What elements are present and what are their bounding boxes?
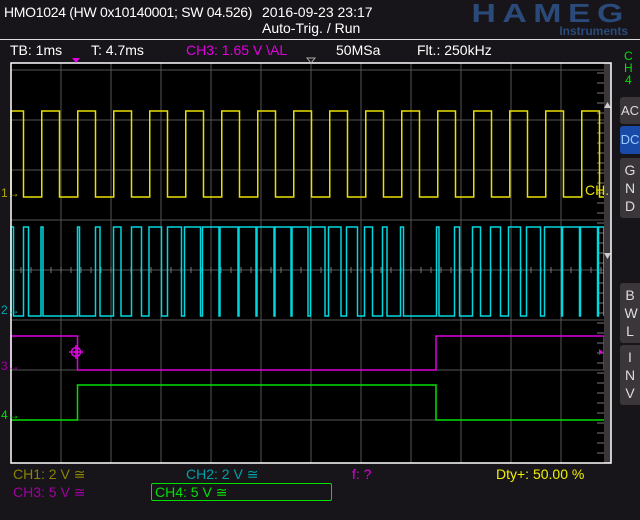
ch4-marker-label: 4 — [1, 408, 8, 422]
side-channel-label: C H 4 — [624, 50, 633, 86]
device-info: HMO1024 (HW 0x10140001; SW 04.526) — [4, 4, 253, 20]
filter[interactable]: Flt.: 250kHz — [417, 42, 492, 58]
ch2-scale[interactable]: CH2: 2 V ≅ — [186, 466, 259, 482]
center-marker — [305, 57, 317, 64]
bandwidth-limit-button[interactable]: BWL — [620, 283, 640, 343]
scroll-up-icon[interactable] — [604, 102, 611, 108]
gnd-button[interactable]: GND — [620, 158, 640, 218]
trigger-time[interactable]: T: 4.7ms — [91, 42, 144, 58]
datetime: 2016-09-23 23:17 — [262, 4, 373, 20]
ch1-marker-label: 1 — [1, 186, 8, 200]
ch3-trace — [10, 335, 605, 371]
trigger-mode: Auto-Trig. / Run — [262, 20, 361, 36]
ac-coupling-button[interactable]: AC — [620, 97, 640, 124]
ch4-marker[interactable]: 4→ — [1, 408, 20, 422]
ch2-trace — [10, 226, 605, 317]
ch3-marker[interactable]: 3→ — [1, 359, 20, 373]
ch1-marker[interactable]: 1→ — [1, 186, 20, 200]
invert-button[interactable]: INV — [620, 345, 640, 405]
frequency-readout: f: ? — [352, 466, 372, 482]
dc-label: DC — [620, 132, 640, 147]
logo-subtext: Instruments — [559, 24, 628, 38]
timebase[interactable]: TB: 1ms — [10, 42, 63, 58]
ch1-trace — [10, 110, 604, 198]
ch1-scale[interactable]: CH1: 2 V ≅ — [13, 466, 86, 482]
ch2-marker-label: 2 — [1, 303, 8, 317]
duty-readout: Dty+: 50.00 % — [496, 466, 585, 482]
header-divider — [0, 39, 640, 40]
gnd-label: GND — [624, 162, 636, 214]
trigger-level-marker[interactable] — [599, 349, 603, 355]
ch4-scale-selected[interactable]: CH4: 5 V ≅ — [151, 483, 332, 501]
ac-label: AC — [620, 103, 640, 118]
ch3-scale[interactable]: CH3: 5 V ≅ — [13, 484, 86, 500]
scrollbar[interactable] — [604, 63, 611, 463]
trigger-info[interactable]: CH3: 1.65 V \AL — [186, 42, 288, 58]
inv-label: INV — [624, 349, 636, 401]
hameg-logo: HAMEG Instruments — [440, 0, 630, 38]
sample-rate: 50MSa — [336, 42, 381, 58]
ch4-trace — [11, 384, 604, 421]
trigger-position-marker[interactable] — [72, 58, 80, 63]
side-channel-char: H — [624, 61, 633, 75]
ch4-scale: CH4: 5 V ≅ — [155, 484, 228, 500]
traces — [10, 110, 605, 421]
ch1-trace-label: CH. — [585, 182, 610, 198]
logo-text: HAMEG — [471, 0, 630, 28]
side-channel-char: 4 — [624, 73, 632, 87]
ch3-marker-label: 3 — [1, 359, 8, 373]
trigger-level-crosshair-icon[interactable] — [69, 345, 83, 359]
scroll-down-icon[interactable] — [604, 253, 611, 259]
side-channel-char: C — [624, 49, 633, 63]
ch2-marker[interactable]: 2→ — [1, 303, 20, 317]
dc-coupling-button[interactable]: DC — [620, 126, 640, 154]
bwl-label: BWL — [624, 287, 638, 339]
